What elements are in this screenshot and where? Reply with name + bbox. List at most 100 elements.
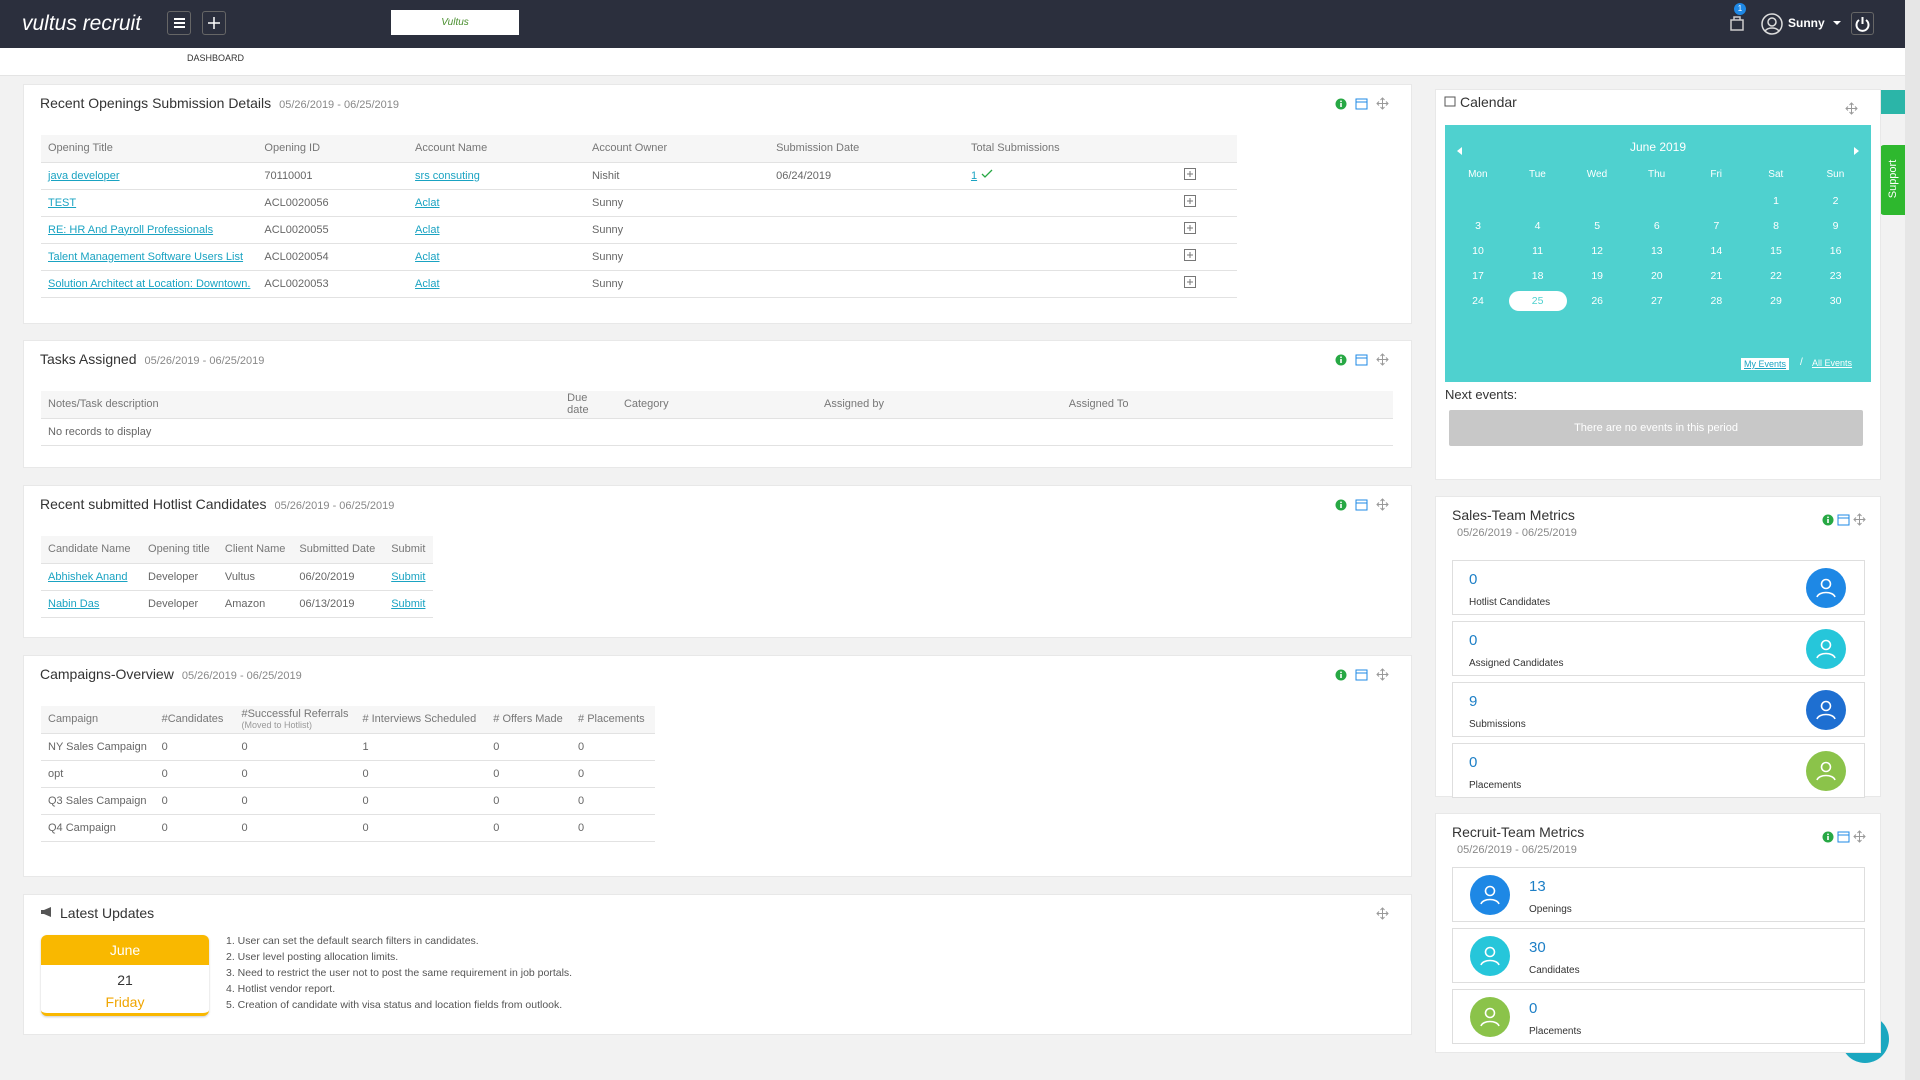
info-icon[interactable] (1822, 513, 1834, 531)
move-icon[interactable] (1376, 668, 1389, 686)
calendar-day[interactable]: 26 (1591, 295, 1604, 307)
expand-cell[interactable] (1176, 216, 1237, 244)
calendar-day[interactable]: 10 (1472, 245, 1484, 257)
calendar-day[interactable]: 20 (1650, 270, 1663, 282)
cal-icon[interactable] (1355, 97, 1368, 115)
cell-link[interactable]: Aclat (415, 277, 440, 290)
all-events-link[interactable]: All Events (1812, 358, 1853, 368)
info-icon[interactable] (1335, 353, 1347, 371)
expand-cell[interactable] (1176, 189, 1237, 217)
calendar-day[interactable]: 4 (1534, 220, 1541, 232)
calendar-day[interactable]: 3 (1475, 220, 1481, 232)
table-row: Abhishek Anand Developer Vultus 06/20/2019 S… (41, 563, 434, 591)
calendar-day[interactable]: 27 (1650, 295, 1663, 307)
day: 21 (117, 972, 133, 988)
cal-icon[interactable] (1355, 498, 1368, 516)
move-icon[interactable] (1376, 353, 1389, 371)
expand-cell[interactable] (1176, 270, 1237, 298)
column-header: Assigned To (1061, 391, 1393, 419)
cell-link[interactable]: RE: HR And Payroll Professionals (48, 223, 214, 236)
cal-icon[interactable] (1355, 353, 1368, 371)
recruit_metrics-panel: Recruit-Team Metrics 05/26/2019 - 06/25/2… (1435, 813, 1881, 1053)
cell-link[interactable]: TEST (48, 196, 77, 209)
cell-link[interactable]: Submit (391, 597, 426, 610)
info-icon[interactable] (1335, 498, 1347, 516)
cell-link[interactable]: Solution Architect at Location: Downtown… (48, 277, 251, 290)
calendar-day[interactable]: 9 (1832, 220, 1839, 232)
cell-link[interactable]: Aclat (415, 223, 440, 236)
calendar-day[interactable]: 11 (1532, 245, 1544, 257)
calendar-day[interactable]: 1 (1773, 195, 1779, 207)
move-icon[interactable] (1845, 102, 1858, 120)
table-cell: Vultus (217, 563, 293, 591)
move-icon[interactable] (1853, 513, 1866, 531)
next-month[interactable] (1853, 143, 1861, 161)
cal-icon[interactable] (1837, 513, 1850, 531)
calendar-day[interactable]: 14 (1710, 245, 1723, 257)
add-button[interactable] (202, 11, 226, 35)
cell-link[interactable]: Aclat (415, 196, 440, 209)
column-header: Due date (560, 391, 617, 419)
calendar-day[interactable]: 30 (1829, 295, 1842, 307)
calendar-day[interactable]: 19 (1591, 270, 1604, 282)
logout-button[interactable] (1851, 12, 1874, 35)
expand-cell[interactable] (1176, 243, 1237, 271)
info-icon[interactable] (1822, 830, 1834, 848)
support-tab[interactable]: Support (1880, 145, 1905, 215)
cell-link[interactable]: Aclat (415, 250, 440, 263)
month-title: June 2019 (1629, 140, 1687, 154)
calendar-day[interactable]: 7 (1713, 220, 1720, 232)
calendar-day[interactable]: 23 (1829, 270, 1842, 282)
calendar-day[interactable]: 28 (1710, 295, 1723, 307)
move-icon[interactable] (1853, 830, 1866, 848)
calendar-day[interactable]: 2 (1832, 195, 1839, 207)
panel-title: Campaigns-Overview 05/26/2019 - 06/25/201… (40, 666, 302, 682)
move-icon[interactable] (1376, 97, 1389, 115)
calendar-day[interactable]: 13 (1650, 245, 1663, 257)
table-cell: 0 (571, 733, 656, 761)
check-icon (981, 169, 993, 182)
calendar-day[interactable]: 12 (1591, 245, 1604, 257)
logo[interactable]: vultus recruit (22, 12, 142, 35)
calendar-day[interactable]: 21 (1710, 270, 1723, 282)
expand-cell[interactable] (1176, 162, 1237, 190)
info-icon[interactable] (1335, 97, 1347, 115)
cell-link[interactable]: Talent Management Software Users List (48, 250, 244, 263)
date-range: 05/26/2019 - 06/25/2019 (274, 500, 395, 512)
calendar-day[interactable]: 8 (1773, 220, 1779, 232)
cell-link[interactable]: Nabin Das (48, 597, 100, 610)
calendar-day[interactable]: 25 (1508, 291, 1567, 311)
prev-month[interactable] (1455, 143, 1463, 161)
info-icon[interactable] (1335, 668, 1347, 686)
cell-link[interactable]: Submit (391, 570, 426, 583)
calendar-widget: June 2019 Mon Tue Wed Thu Fri Sat Sun 1 2 3 4 5 6 7 8 9 1… (1445, 125, 1871, 382)
calendar-day[interactable]: 22 (1770, 270, 1782, 282)
table-cell: 0 (355, 787, 487, 815)
cell-link[interactable]: srs consuting (415, 169, 480, 182)
notification-icon[interactable] (1728, 12, 1746, 34)
calendar-day[interactable]: 18 (1531, 270, 1544, 282)
menu-button[interactable] (167, 11, 191, 35)
calendar-day[interactable]: 15 (1770, 245, 1782, 257)
user-name[interactable]: Sunny (1788, 16, 1825, 30)
side-tab[interactable] (1881, 90, 1905, 114)
cell-link[interactable]: java developer (48, 169, 120, 182)
breadcrumb[interactable]: DASHBOARD (187, 53, 245, 63)
table-cell: 0 (154, 814, 235, 842)
scrollbar[interactable] (1905, 0, 1920, 1080)
user-caret[interactable] (1832, 19, 1842, 27)
avatar-icon[interactable] (1760, 12, 1784, 36)
calendar-day[interactable]: 17 (1472, 270, 1484, 282)
calendar-day[interactable]: 16 (1829, 245, 1842, 257)
move-icon[interactable] (1376, 498, 1389, 516)
calendar-day[interactable]: 6 (1653, 220, 1660, 232)
calendar-day[interactable]: 24 (1472, 295, 1484, 307)
cal-icon[interactable] (1837, 830, 1850, 848)
calendar-day[interactable]: 5 (1594, 220, 1601, 232)
cal-icon[interactable] (1355, 668, 1368, 686)
move-icon[interactable] (1376, 907, 1389, 925)
calendar-day[interactable]: 29 (1770, 295, 1782, 307)
my-events-link[interactable]: My Events (1741, 358, 1790, 370)
cell-link[interactable]: 1 (970, 170, 978, 182)
cell-link[interactable]: Abhishek Anand (48, 570, 128, 583)
